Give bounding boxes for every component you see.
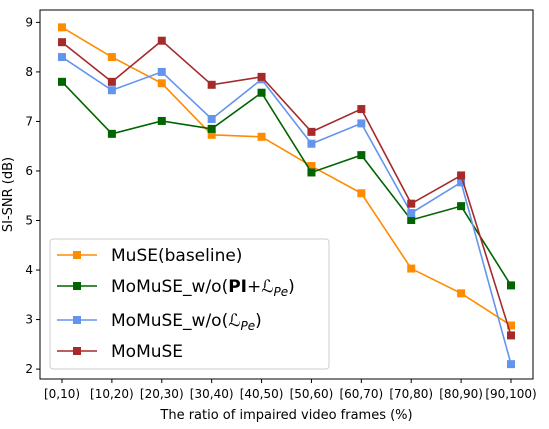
series-line [61, 81, 512, 286]
legend-label-part: Pe [240, 319, 255, 333]
legend-item: MuSE(baseline) [57, 246, 242, 266]
x-tick-label: [70,80) [389, 387, 433, 401]
x-tick-label: [10,20) [90, 387, 134, 401]
data-point [58, 38, 66, 47]
series-line [61, 39, 512, 336]
data-point [157, 116, 166, 125]
y-tick-label: 6 [25, 164, 33, 178]
data-point [507, 321, 515, 330]
data-point [257, 88, 266, 97]
x-tick-label: [90,100) [485, 387, 536, 401]
plot-frame [39, 9, 534, 380]
legend-label-part: PI [228, 277, 247, 297]
y-tick-label: 5 [25, 214, 33, 228]
data-point [257, 132, 266, 141]
tick-layer: 2 3 4 5 6 7 8 9 [0,10) [10,20) [20,30) [30,40) [40,5… [25, 15, 536, 401]
data-point [107, 77, 116, 86]
data-point [407, 199, 416, 208]
data-point [357, 105, 366, 114]
data-point [407, 264, 416, 273]
legend-swatch-marker [73, 316, 81, 324]
x-tick-label: [60,70) [339, 387, 383, 401]
legend-label: MoMuSE_w/o(ℒPe) [111, 311, 262, 333]
data-point [507, 281, 515, 290]
data-point [357, 151, 366, 160]
legend-label-part: ) [255, 311, 262, 331]
legend-label-part: +ℒ [247, 277, 274, 297]
x-tick-label: [40,50) [240, 387, 284, 401]
series-3 [58, 36, 515, 340]
legend-label-part: MuSE(baseline) [111, 246, 242, 266]
data-point [457, 289, 466, 298]
data-point [107, 53, 116, 62]
data-point [157, 79, 166, 88]
y-tick-label: 3 [25, 313, 33, 327]
legend-label: MuSE(baseline) [111, 246, 242, 266]
data-point [207, 80, 216, 89]
data-point [157, 67, 166, 76]
data-point [507, 331, 515, 340]
data-point [357, 119, 366, 128]
y-tick-label: 9 [25, 15, 33, 29]
legend-item: MoMuSE_w/o(ℒPe) [57, 311, 262, 333]
legend-box [49, 238, 330, 370]
legend-swatch-marker [73, 251, 81, 259]
data-point [457, 171, 466, 180]
legend-swatch-marker [73, 282, 81, 290]
data-point [207, 114, 216, 123]
data-point [307, 168, 316, 177]
data-point [107, 86, 116, 95]
data-point [307, 127, 316, 136]
series-layer [58, 23, 515, 369]
data-point [507, 360, 515, 369]
data-point [58, 77, 66, 86]
series-1 [58, 77, 515, 290]
legend-label-part: ℒ [228, 311, 240, 331]
y-tick-label: 4 [25, 263, 33, 277]
data-point [457, 178, 466, 187]
legend-label-part: ) [288, 277, 295, 297]
legend: MuSE(baseline)MoMuSE_w/o(PI+ℒPe)MoMuSE_w… [49, 238, 330, 370]
data-point [107, 129, 116, 138]
y-tick-label: 8 [25, 65, 33, 79]
y-tick-label: 2 [25, 362, 33, 376]
x-tick-label: [20,30) [140, 387, 184, 401]
data-point [157, 36, 166, 45]
legend-label-part: Pe [274, 285, 289, 299]
data-point [407, 216, 416, 225]
data-point [407, 209, 416, 218]
data-point [257, 72, 266, 81]
series-line [61, 26, 512, 327]
data-point [58, 53, 66, 62]
data-point [457, 202, 466, 211]
legend-label-part: MoMuSE_w/o( [111, 311, 228, 331]
data-point [207, 124, 216, 133]
legend-label: MoMuSE [111, 342, 183, 362]
series-0 [58, 23, 515, 330]
x-tick-label: [0,10) [44, 387, 80, 401]
series-2 [58, 53, 515, 369]
legend-item: MoMuSE_w/o(PI+ℒPe) [57, 277, 295, 299]
data-point [307, 162, 316, 171]
data-point [307, 139, 316, 148]
series-line [61, 56, 512, 365]
legend-label: MoMuSE_w/o(PI+ℒPe) [111, 277, 295, 299]
legend-label-part: MoMuSE [111, 342, 183, 362]
x-axis-label: The ratio of impaired video frames (%) [159, 408, 412, 423]
legend-label-part: MoMuSE_w/o( [111, 277, 228, 297]
data-point [357, 189, 366, 198]
x-tick-label: [80,90) [439, 387, 483, 401]
x-tick-label: [50,60) [290, 387, 334, 401]
legend-item: MoMuSE [57, 342, 183, 362]
legend-swatch-marker [73, 347, 81, 355]
x-tick-label: [30,40) [190, 387, 234, 401]
data-point [58, 23, 66, 32]
data-point [207, 130, 216, 139]
y-axis-label: SI-SNR (dB) [1, 157, 16, 232]
y-tick-label: 7 [25, 114, 33, 128]
